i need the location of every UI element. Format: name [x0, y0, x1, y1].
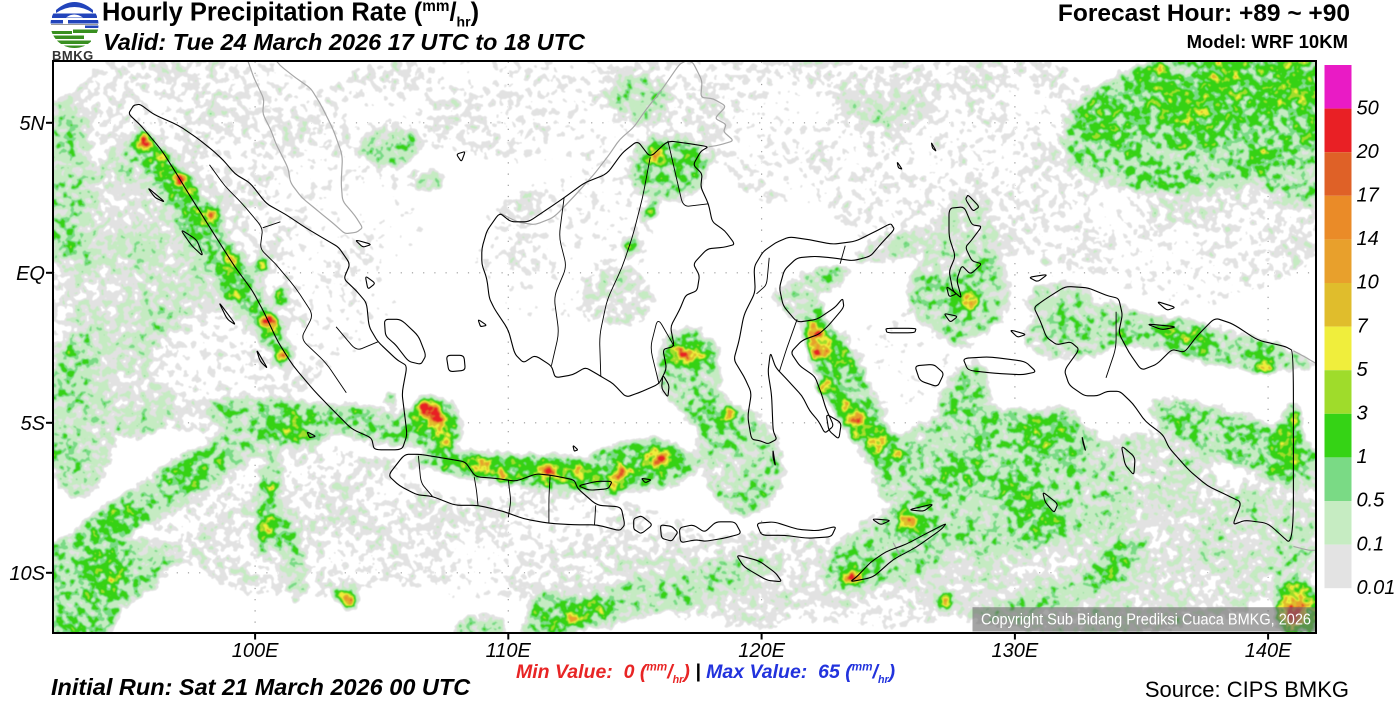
svg-text:0.5: 0.5: [1357, 490, 1386, 512]
svg-text:100E: 100E: [232, 640, 279, 662]
svg-text:0.1: 0.1: [1357, 533, 1385, 555]
svg-text:17: 17: [1357, 185, 1380, 207]
svg-text:140E: 140E: [1245, 640, 1292, 662]
svg-text:14: 14: [1357, 228, 1379, 250]
svg-text:5N: 5N: [19, 113, 45, 135]
svg-text:10S: 10S: [9, 563, 45, 585]
svg-text:EQ: EQ: [16, 263, 45, 285]
svg-text:0.01: 0.01: [1357, 577, 1396, 599]
svg-text:10: 10: [1357, 272, 1379, 294]
svg-text:7: 7: [1357, 315, 1369, 337]
svg-text:120E: 120E: [738, 640, 785, 662]
svg-text:5S: 5S: [21, 413, 46, 435]
svg-text:130E: 130E: [992, 640, 1039, 662]
svg-text:3: 3: [1357, 403, 1368, 425]
svg-text:20: 20: [1356, 141, 1379, 163]
svg-text:50: 50: [1357, 97, 1379, 119]
svg-text:Copyright Sub Bidang Prediksi: Copyright Sub Bidang Prediksi Cuaca BMKG…: [981, 612, 1311, 629]
svg-text:1: 1: [1357, 446, 1368, 468]
svg-text:5: 5: [1357, 359, 1369, 381]
svg-text:110E: 110E: [486, 640, 532, 662]
